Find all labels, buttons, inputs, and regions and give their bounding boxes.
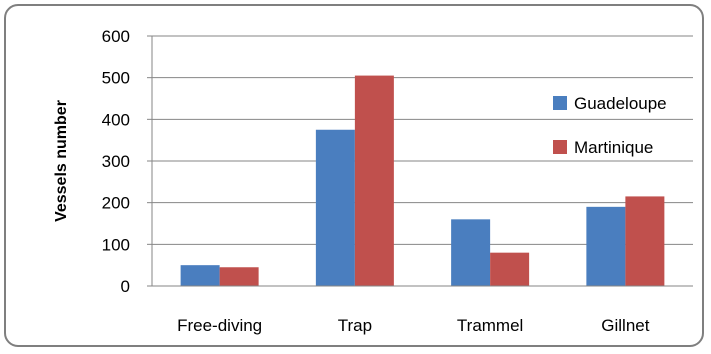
bar-guadeloupe-free-diving [181,265,220,286]
y-tick-label: 200 [102,194,130,213]
bar-guadeloupe-gillnet [586,207,625,286]
legend-swatch-martinique [553,140,567,154]
y-tick-label: 300 [102,152,130,171]
legend-label-guadeloupe: Guadeloupe [574,94,667,113]
legend: Guadeloupe Martinique [553,94,667,157]
bar-guadeloupe-trap [316,130,355,286]
bar-martinique-trap [355,76,394,286]
x-category-label: Trap [338,316,372,335]
x-category-label: Gillnet [601,316,649,335]
bar-martinique-free-diving [220,267,259,286]
x-category-label: Trammel [457,316,523,335]
y-axis-ticks: 0 100 200 300 400 500 600 [102,27,152,296]
y-tick-label: 600 [102,27,130,46]
bar-guadeloupe-trammel [451,219,490,286]
y-tick-label: 500 [102,69,130,88]
y-tick-label: 100 [102,235,130,254]
x-axis-categories: Free-diving Trap Trammel Gillnet [177,316,650,335]
y-tick-label: 400 [102,110,130,129]
legend-label-martinique: Martinique [574,138,653,157]
legend-swatch-guadeloupe [553,96,567,110]
y-axis-label: Vessels number [53,100,70,222]
x-category-label: Free-diving [177,316,262,335]
bar-martinique-gillnet [625,196,664,286]
bar-martinique-trammel [490,253,529,286]
y-tick-label: 0 [121,277,130,296]
